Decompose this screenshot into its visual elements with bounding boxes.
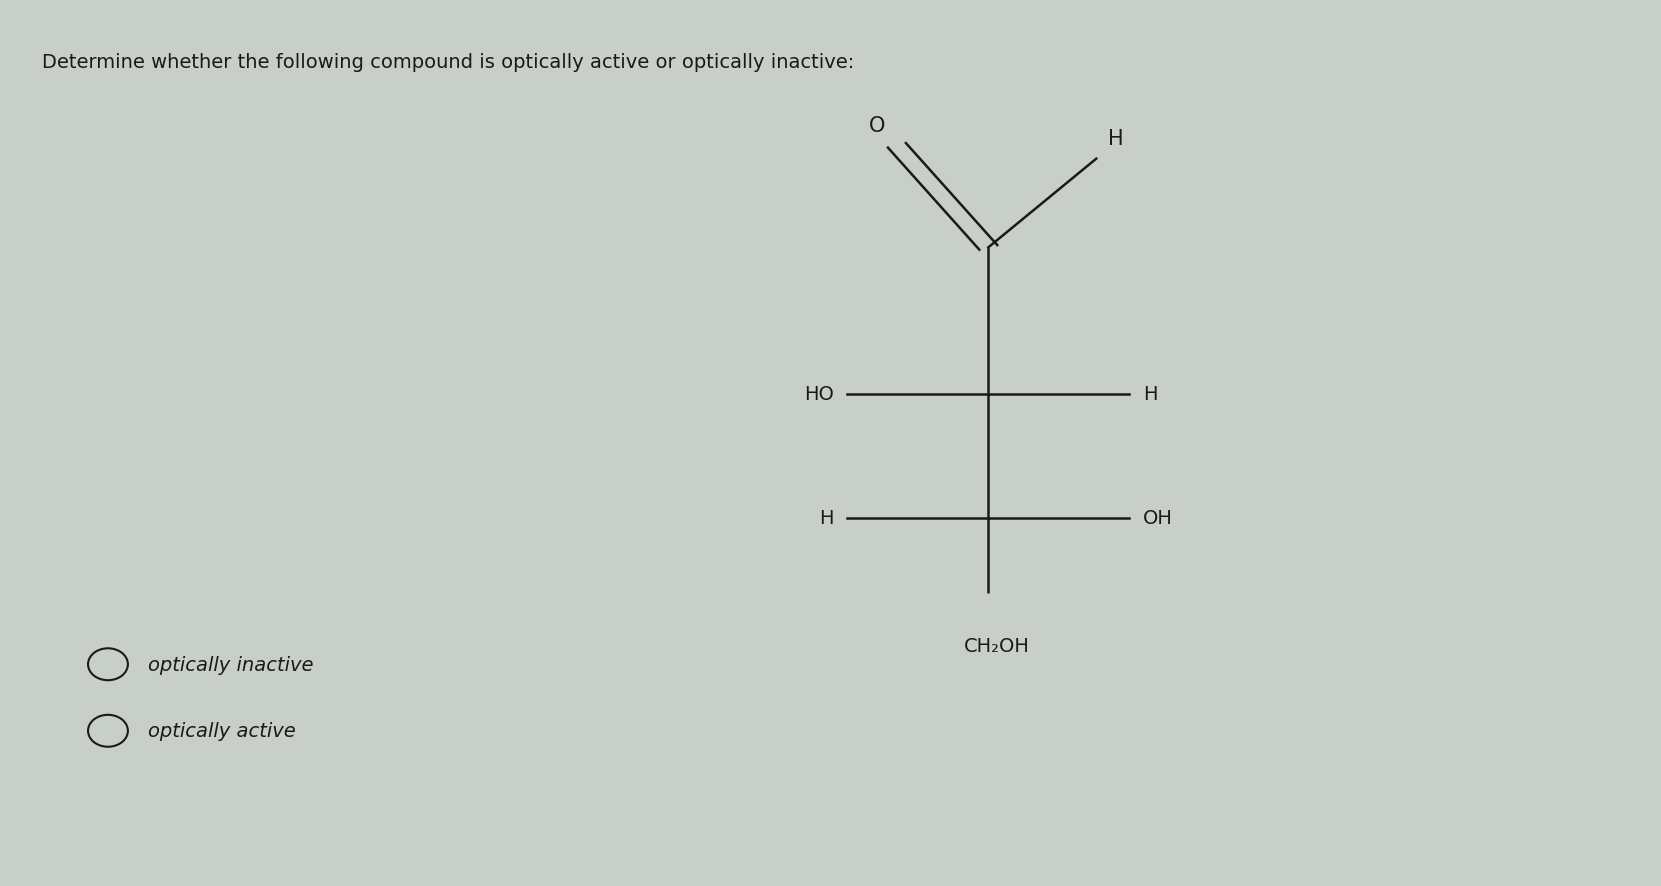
Text: optically inactive: optically inactive: [148, 655, 314, 674]
Text: optically active: optically active: [148, 721, 296, 741]
Text: H: H: [1108, 128, 1124, 149]
Text: CH₂OH: CH₂OH: [963, 636, 1030, 655]
Text: HO: HO: [804, 385, 834, 404]
Text: H: H: [819, 509, 834, 528]
Text: O: O: [869, 115, 885, 136]
Text: OH: OH: [1143, 509, 1173, 528]
Text: Determine whether the following compound is optically active or optically inacti: Determine whether the following compound…: [42, 53, 854, 72]
Text: H: H: [1143, 385, 1158, 404]
